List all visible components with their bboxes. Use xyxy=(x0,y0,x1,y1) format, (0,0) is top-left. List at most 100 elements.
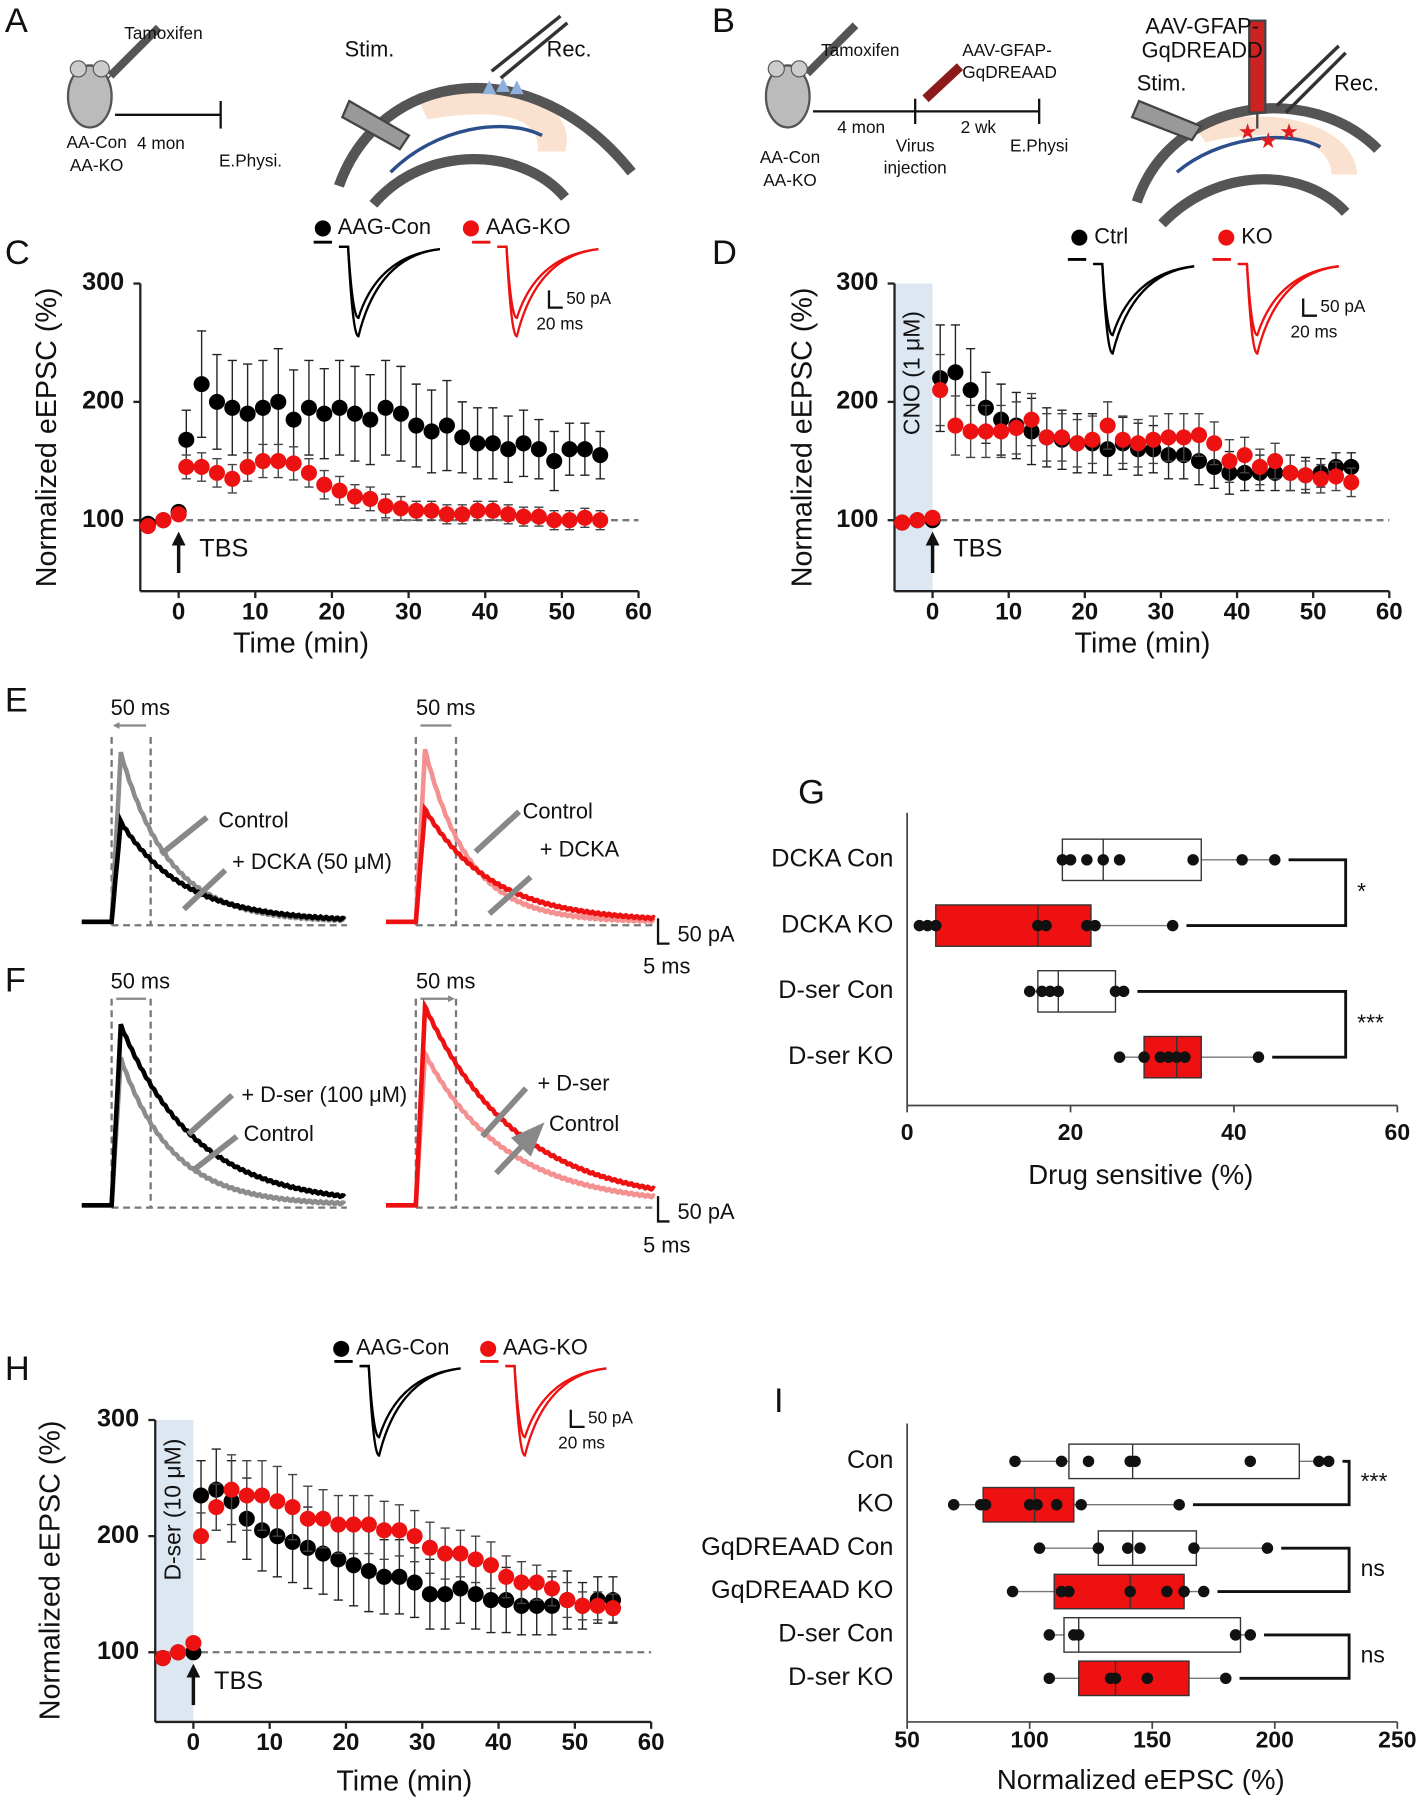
data-point xyxy=(1236,447,1253,464)
mouse-ear xyxy=(92,60,110,78)
data-point xyxy=(1162,1051,1175,1063)
category-label: GqDREAAD KO xyxy=(711,1576,893,1604)
data-point xyxy=(346,405,363,422)
data-point xyxy=(178,458,195,475)
data-point xyxy=(559,1591,576,1609)
data-point xyxy=(1160,429,1177,446)
data-point xyxy=(894,514,911,531)
scale-label: 20 ms xyxy=(558,1433,605,1453)
data-point xyxy=(1084,431,1101,448)
x-tick-label: 10 xyxy=(242,598,269,625)
data-point xyxy=(546,453,563,470)
x-tick-label: 30 xyxy=(1148,598,1175,625)
x-tick-label: 60 xyxy=(1376,598,1403,625)
legend-marker xyxy=(314,220,331,237)
box xyxy=(1097,1530,1198,1567)
data-point xyxy=(1220,1672,1232,1685)
x-tick-label: 40 xyxy=(485,1729,512,1756)
data-point xyxy=(1190,453,1208,470)
data-point xyxy=(484,502,501,519)
data-point xyxy=(438,506,455,523)
data-point xyxy=(345,1557,362,1574)
hippocampus xyxy=(1158,174,1350,228)
data-point xyxy=(1229,1629,1242,1641)
y-tick-label: 200 xyxy=(82,387,124,415)
data-point xyxy=(1064,854,1077,866)
significance-label: * xyxy=(1357,878,1366,904)
data-point xyxy=(1134,1542,1146,1554)
x-tick-label: 30 xyxy=(395,598,422,625)
virus-label: AAV-GFAP- xyxy=(1145,13,1258,38)
data-point xyxy=(1322,1455,1335,1468)
scale-label: 50 pA xyxy=(678,921,735,946)
scale-label: 5 ms xyxy=(643,1232,690,1257)
data-point xyxy=(330,1516,347,1533)
data-point xyxy=(561,441,578,458)
hippocampus xyxy=(1131,103,1382,204)
neurons xyxy=(482,78,524,95)
data-point xyxy=(574,1597,591,1614)
y-tick-label: 100 xyxy=(836,505,878,533)
data-point xyxy=(376,1568,393,1585)
data-point xyxy=(1069,435,1086,452)
fiber xyxy=(389,124,543,174)
data-point xyxy=(1117,985,1130,998)
y-tick-label: 100 xyxy=(97,1637,139,1665)
data-point xyxy=(1251,458,1268,475)
inset-trace xyxy=(1237,262,1339,337)
x-tick-label: 40 xyxy=(1221,1119,1247,1145)
line-chart: 100 200 300 0 10 20 30 40 50 60 Normalized eEPSC (… xyxy=(31,214,652,660)
data-point xyxy=(1171,1051,1183,1063)
window-label: 50 ms xyxy=(416,695,475,720)
epsc-trace xyxy=(81,812,347,925)
data-point xyxy=(208,1499,225,1516)
data-point xyxy=(932,382,949,399)
panel-label: C xyxy=(5,234,30,272)
data-point xyxy=(1044,985,1056,998)
data-point xyxy=(1252,1051,1265,1063)
data-point xyxy=(1114,431,1131,448)
data-point xyxy=(1221,453,1238,470)
data-point xyxy=(498,1568,515,1585)
data-point xyxy=(1033,1542,1046,1554)
significance-label: *** xyxy=(1357,1009,1384,1035)
data-point xyxy=(346,488,363,505)
group-label: AA-KO xyxy=(763,170,817,190)
data-point xyxy=(1063,1585,1075,1598)
data-point xyxy=(482,1557,499,1574)
x-tick-label: 60 xyxy=(638,1729,665,1756)
hippocampus xyxy=(369,153,570,208)
data-point xyxy=(500,506,517,523)
x-tick-label: 0 xyxy=(172,598,185,625)
data-point xyxy=(1297,467,1314,484)
data-point xyxy=(913,919,926,932)
inset-trace xyxy=(359,1364,461,1457)
schematic-a: Tamoxifen 4 mon E.Physi. AA-Con AA-KO St… xyxy=(67,14,636,208)
data-point xyxy=(467,1551,484,1568)
x-tick-label: 100 xyxy=(1011,1727,1049,1753)
category-label: DCKA Con xyxy=(771,844,893,872)
data-point xyxy=(270,393,287,410)
x-tick-label: 0 xyxy=(187,1729,200,1756)
data-point xyxy=(1008,419,1025,436)
significance-bracket xyxy=(1217,1546,1351,1593)
panel-label: I xyxy=(774,1382,784,1420)
x-tick-label: 250 xyxy=(1378,1727,1416,1753)
data-point xyxy=(392,500,409,517)
x-axis-title: Time (min) xyxy=(233,628,369,660)
injection-label: Virus xyxy=(896,135,935,155)
data-point xyxy=(1009,1455,1021,1468)
data-point xyxy=(467,1586,484,1603)
virus-syringe xyxy=(922,63,964,103)
data-point xyxy=(592,512,609,529)
y-tick-label: 300 xyxy=(82,268,124,296)
x-axis-title: Normalized eEPSC (%) xyxy=(997,1764,1285,1795)
injection-label: injection xyxy=(884,157,947,177)
rec-label: Rec. xyxy=(547,36,592,61)
legend-label: Ctrl xyxy=(1094,223,1128,248)
virus-label: GqDREAAD xyxy=(962,62,1057,82)
x-tick-label: 40 xyxy=(472,598,499,625)
inset-trace xyxy=(338,245,441,338)
data-point xyxy=(1053,429,1071,446)
significance-label: ns xyxy=(1361,1642,1385,1668)
